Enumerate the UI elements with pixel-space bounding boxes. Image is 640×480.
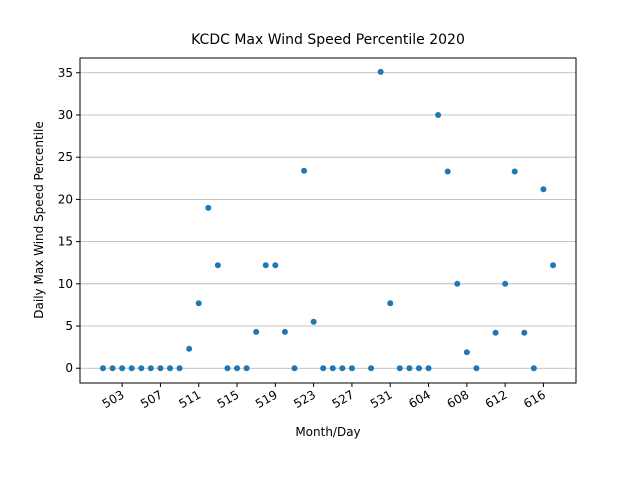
- point: [205, 204, 212, 211]
- point: [492, 329, 499, 336]
- chart-title: KCDC Max Wind Speed Percentile 2020: [191, 32, 465, 48]
- point: [511, 168, 518, 175]
- point: [425, 365, 432, 372]
- point: [329, 365, 336, 372]
- y-tick-label: 10: [58, 277, 73, 291]
- point: [550, 262, 557, 269]
- point: [119, 365, 126, 372]
- point: [530, 365, 537, 372]
- point: [406, 365, 413, 372]
- point: [502, 280, 509, 287]
- point: [444, 168, 451, 175]
- point: [138, 365, 145, 372]
- point: [415, 365, 422, 372]
- point: [454, 280, 461, 287]
- point: [291, 365, 298, 372]
- point: [301, 167, 308, 174]
- point: [99, 365, 106, 372]
- point: [435, 111, 442, 118]
- point: [195, 300, 202, 307]
- y-tick-label: 5: [65, 319, 73, 333]
- y-tick-label: 20: [58, 192, 73, 206]
- point: [224, 365, 231, 372]
- point: [262, 262, 269, 269]
- point: [186, 345, 193, 352]
- y-tick-label: 25: [58, 150, 73, 164]
- point: [272, 262, 279, 269]
- point: [396, 365, 403, 372]
- point: [320, 365, 327, 372]
- point: [377, 68, 384, 75]
- point: [540, 186, 547, 193]
- y-tick-label: 30: [58, 108, 73, 122]
- point: [147, 365, 154, 372]
- point: [234, 365, 241, 372]
- point: [176, 365, 183, 372]
- point: [521, 329, 528, 336]
- plot-frame: [79, 57, 577, 384]
- point: [348, 365, 355, 372]
- point: [253, 328, 260, 335]
- point: [310, 318, 317, 325]
- point: [157, 365, 164, 372]
- point: [368, 365, 375, 372]
- point: [281, 328, 288, 335]
- point: [243, 365, 250, 372]
- point: [473, 365, 480, 372]
- y-tick-label: 35: [58, 66, 73, 80]
- y-axis-label: Daily Max Wind Speed Percentile: [32, 121, 46, 318]
- point: [128, 365, 135, 372]
- point: [387, 300, 394, 307]
- point: [167, 365, 174, 372]
- y-tick-label: 0: [65, 361, 73, 375]
- point: [463, 349, 470, 356]
- y-tick-label: 15: [58, 235, 73, 249]
- point: [214, 262, 221, 269]
- x-axis-label: Month/Day: [295, 425, 360, 439]
- point: [339, 365, 346, 372]
- point: [109, 365, 116, 372]
